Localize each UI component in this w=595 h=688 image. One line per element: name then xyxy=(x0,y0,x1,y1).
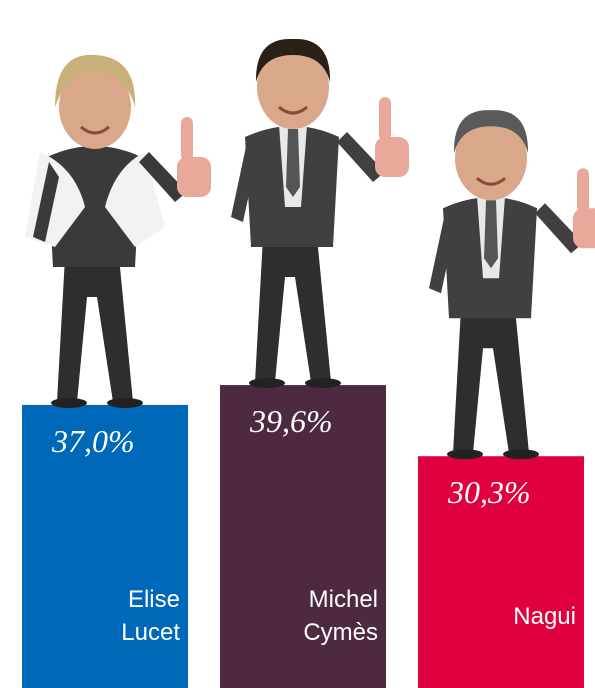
hand xyxy=(375,137,409,178)
shoe xyxy=(249,378,285,389)
tie xyxy=(286,129,300,198)
thumb xyxy=(181,116,193,161)
shoe xyxy=(107,397,143,408)
smile xyxy=(278,105,308,115)
figure-legs xyxy=(57,256,133,402)
shoe xyxy=(447,449,483,460)
hand xyxy=(177,156,211,197)
figure xyxy=(231,38,409,389)
bar xyxy=(22,404,188,688)
blouse xyxy=(25,151,165,247)
figure-legs xyxy=(255,237,331,383)
hair xyxy=(55,54,136,107)
figure xyxy=(429,110,595,460)
bar xyxy=(220,385,386,688)
hair xyxy=(453,110,529,154)
hand xyxy=(573,208,595,249)
head xyxy=(257,45,329,130)
smile xyxy=(476,177,506,186)
thumb xyxy=(577,168,589,213)
arm xyxy=(337,132,385,183)
bar xyxy=(418,456,584,688)
hair xyxy=(255,38,331,83)
category-label: Michel Cymès xyxy=(303,586,378,646)
arm xyxy=(535,203,583,254)
category-label: Elise Lucet xyxy=(121,586,180,646)
value-label: 37,0% xyxy=(52,422,135,459)
shoe xyxy=(503,449,539,460)
arm xyxy=(231,142,257,223)
arm xyxy=(429,213,455,294)
shoe xyxy=(305,378,341,389)
figure-legs xyxy=(453,308,529,454)
smile xyxy=(80,125,110,135)
head xyxy=(455,116,527,201)
category-label: Nagui xyxy=(513,602,576,630)
thumb xyxy=(379,97,391,142)
arm xyxy=(33,161,59,242)
value-label: 39,6% xyxy=(250,403,333,440)
arm xyxy=(139,151,187,202)
figure xyxy=(25,54,211,408)
shoe xyxy=(51,397,87,408)
head xyxy=(59,64,131,149)
tie xyxy=(484,200,498,269)
value-label: 30,3% xyxy=(448,474,531,511)
